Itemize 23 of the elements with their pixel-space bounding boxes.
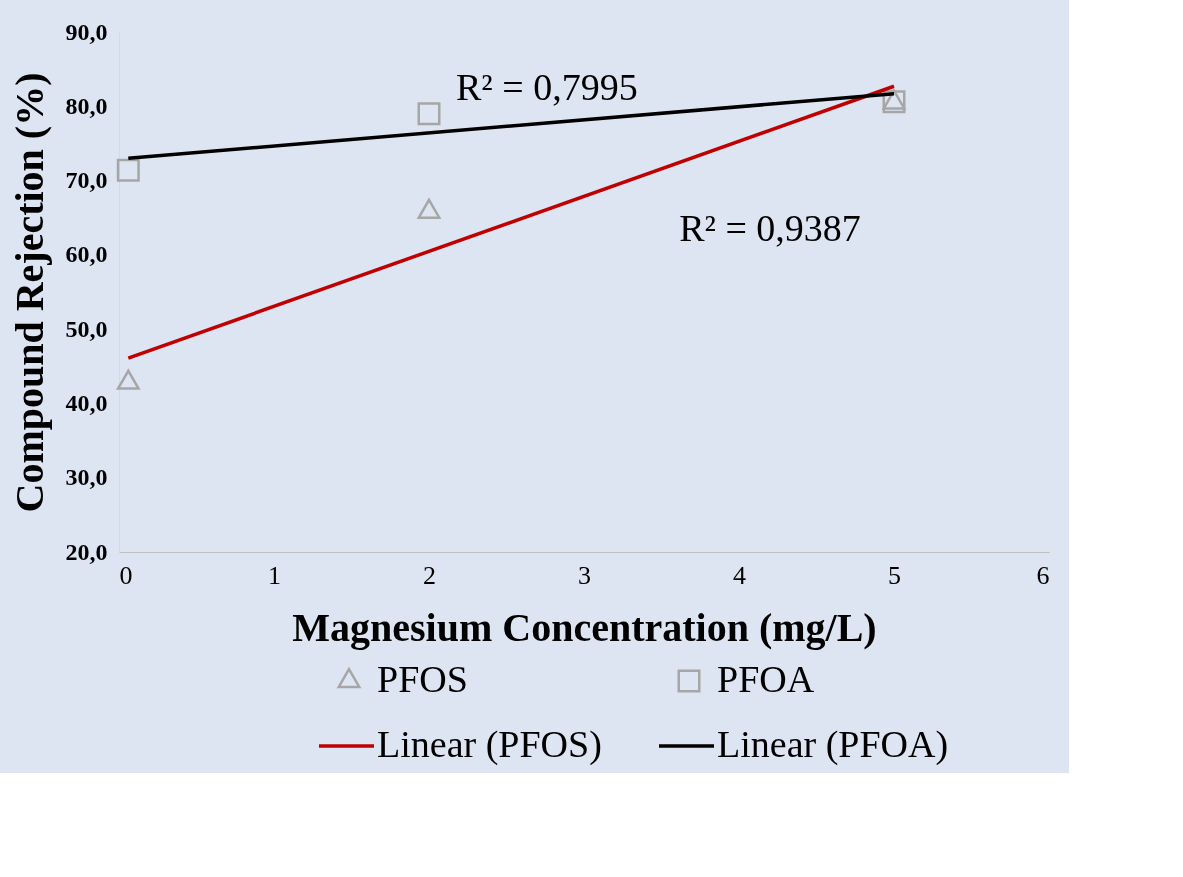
legend-label: Linear (PFOA) bbox=[717, 723, 949, 766]
x-tick-label: 2 bbox=[423, 560, 436, 590]
y-tick-label: 90,0 bbox=[65, 18, 108, 45]
legend-label: PFOA bbox=[717, 658, 815, 700]
annotation: R² = 0,9387 bbox=[679, 206, 861, 249]
annotation: R² = 0,7995 bbox=[455, 66, 638, 109]
y-tick-label: 80,0 bbox=[65, 92, 108, 119]
y-tick-label: 50,0 bbox=[65, 315, 108, 342]
y-tick-label: 60,0 bbox=[65, 241, 108, 268]
x-axis-title: Magnesium Concentration (mg/L) bbox=[292, 604, 877, 650]
x-tick-label: 6 bbox=[1036, 560, 1050, 590]
x-tick-label: 5 bbox=[888, 560, 901, 590]
y-axis-title: Compound Rejection (%) bbox=[6, 72, 52, 513]
x-tick-label: 0 bbox=[119, 560, 133, 590]
y-tick-label: 30,0 bbox=[65, 464, 108, 491]
legend-label: PFOS bbox=[377, 658, 468, 700]
x-tick-label: 1 bbox=[268, 560, 281, 590]
legend-label: Linear (PFOS) bbox=[377, 723, 602, 766]
y-tick-label: 20,0 bbox=[65, 538, 108, 565]
y-tick-label: 70,0 bbox=[65, 167, 108, 194]
x-tick-label: 4 bbox=[733, 560, 746, 590]
x-tick-label: 3 bbox=[578, 560, 591, 590]
y-tick-label: 40,0 bbox=[65, 389, 108, 416]
